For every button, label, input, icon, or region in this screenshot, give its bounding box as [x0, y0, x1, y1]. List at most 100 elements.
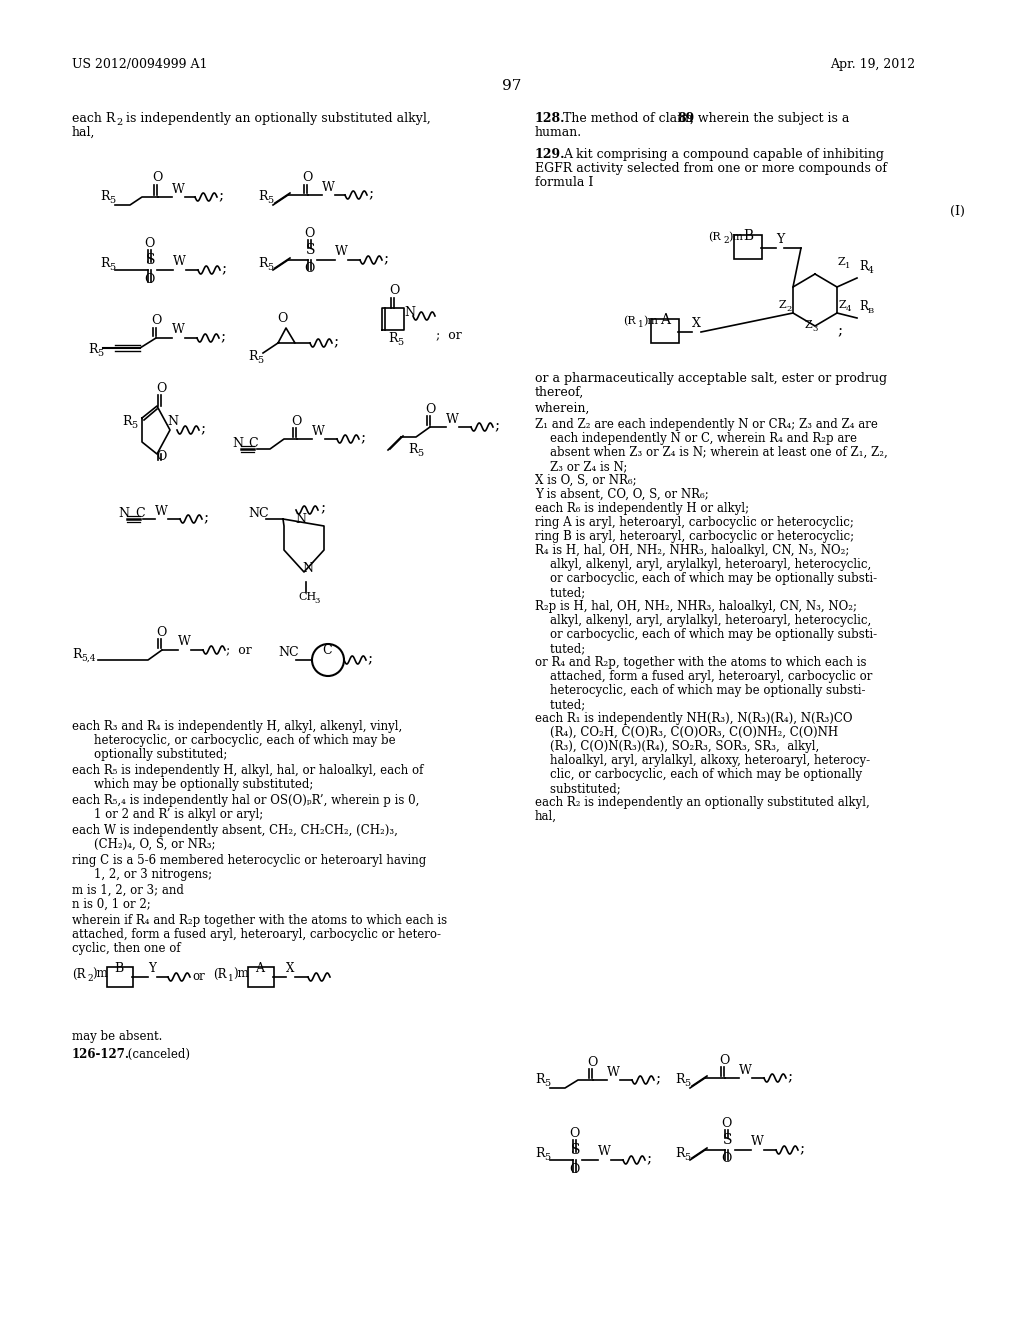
Text: alkyl, alkenyl, aryl, arylalkyl, heteroaryl, heterocyclic,: alkyl, alkenyl, aryl, arylalkyl, heteroa…	[535, 614, 871, 627]
Text: A: A	[660, 313, 670, 327]
Text: Y: Y	[776, 234, 784, 246]
Text: 4: 4	[846, 305, 852, 313]
Text: (R: (R	[213, 968, 226, 981]
Text: A: A	[255, 962, 264, 975]
Text: W: W	[172, 323, 185, 337]
Text: ;: ;	[218, 189, 223, 203]
Text: )m: )m	[643, 315, 658, 326]
Text: 129.: 129.	[535, 148, 565, 161]
Text: 5,4: 5,4	[81, 653, 95, 663]
Text: R: R	[535, 1073, 545, 1086]
Text: W: W	[739, 1064, 752, 1077]
Text: R₄ is H, hal, OH, NH₂, NHR₃, haloalkyl, CN, N₃, NO₂;: R₄ is H, hal, OH, NH₂, NHR₃, haloalkyl, …	[535, 544, 849, 557]
Text: N: N	[404, 306, 415, 319]
Text: tuted;: tuted;	[535, 642, 586, 655]
Text: substituted;: substituted;	[535, 781, 621, 795]
Text: ;: ;	[319, 502, 326, 515]
Text: or carbocyclic, each of which may be optionally substi-: or carbocyclic, each of which may be opt…	[535, 572, 878, 585]
Text: W: W	[322, 181, 335, 194]
Text: haloalkyl, aryl, arylalkyl, alkoxy, heteroaryl, heterocy-: haloalkyl, aryl, arylalkyl, alkoxy, hete…	[535, 754, 870, 767]
Text: each R₅,₄ is independently hal or OS(O)ₚR’, wherein p is 0,: each R₅,₄ is independently hal or OS(O)ₚ…	[72, 795, 420, 807]
Text: C: C	[135, 507, 144, 520]
Text: wherein,: wherein,	[535, 403, 591, 414]
Text: O: O	[719, 1053, 729, 1067]
Text: N: N	[118, 507, 129, 520]
Text: )m: )m	[233, 968, 249, 981]
Text: or: or	[193, 970, 205, 983]
Text: hal,: hal,	[72, 125, 95, 139]
Text: R: R	[388, 333, 397, 345]
Text: may be absent.: may be absent.	[72, 1030, 163, 1043]
Text: ;: ;	[655, 1072, 660, 1086]
Text: R: R	[122, 414, 131, 428]
Text: 2: 2	[87, 974, 92, 983]
Text: R: R	[675, 1073, 684, 1086]
Text: EGFR activity selected from one or more compounds of: EGFR activity selected from one or more …	[535, 162, 887, 176]
Text: R: R	[408, 444, 418, 455]
Text: W: W	[178, 635, 190, 648]
Text: ;: ;	[494, 418, 499, 433]
Text: ;  or: ; or	[436, 327, 462, 341]
Text: )m: )m	[728, 232, 743, 242]
Text: Z: Z	[779, 300, 786, 310]
Text: each R₁ is independently NH(R₃), N(R₃)(R₄), N(R₃)CO: each R₁ is independently NH(R₃), N(R₃)(R…	[535, 711, 853, 725]
Text: O: O	[721, 1117, 731, 1130]
Text: attached, form a fused aryl, heteroaryl, carbocyclic or: attached, form a fused aryl, heteroaryl,…	[535, 671, 872, 682]
Text: ;: ;	[368, 187, 373, 201]
Text: 126-127.: 126-127.	[72, 1048, 130, 1061]
Text: ring A is aryl, heteroaryl, carbocyclic or heterocyclic;: ring A is aryl, heteroaryl, carbocyclic …	[535, 516, 854, 529]
Text: Z: Z	[838, 257, 846, 267]
Text: O: O	[144, 273, 155, 286]
Text: W: W	[173, 255, 186, 268]
Text: X is O, S, or NR₆;: X is O, S, or NR₆;	[535, 474, 637, 487]
Text: R: R	[100, 257, 110, 271]
Text: , wherein the subject is a: , wherein the subject is a	[690, 112, 849, 125]
Text: N: N	[167, 414, 178, 428]
Text: ;: ;	[799, 1142, 804, 1156]
Text: 2: 2	[723, 236, 729, 246]
Text: R: R	[675, 1147, 684, 1160]
Text: ;: ;	[787, 1071, 793, 1084]
Text: O: O	[425, 403, 435, 416]
Text: (R: (R	[623, 315, 636, 326]
Text: optionally substituted;: optionally substituted;	[94, 748, 227, 762]
Text: 3: 3	[812, 325, 817, 333]
Text: n is 0, 1 or 2;: n is 0, 1 or 2;	[72, 898, 151, 911]
Text: each R₃ and R₄ is independently H, alkyl, alkenyl, vinyl,: each R₃ and R₄ is independently H, alkyl…	[72, 719, 402, 733]
Text: O: O	[302, 172, 312, 183]
Text: 2: 2	[116, 117, 122, 127]
Text: ;: ;	[646, 1152, 651, 1166]
Text: ;: ;	[333, 335, 338, 348]
Text: ring B is aryl, heteroaryl, carbocyclic or heterocyclic;: ring B is aryl, heteroaryl, carbocyclic …	[535, 531, 854, 543]
Text: US 2012/0094999 A1: US 2012/0094999 A1	[72, 58, 208, 71]
Text: 1: 1	[228, 974, 233, 983]
Text: 5: 5	[544, 1078, 550, 1088]
Text: each R: each R	[72, 112, 116, 125]
Text: R: R	[248, 350, 257, 363]
Text: NC: NC	[248, 507, 268, 520]
Text: (I): (I)	[950, 205, 965, 218]
Text: O: O	[304, 261, 314, 275]
Text: S: S	[306, 243, 315, 257]
Text: ;: ;	[203, 511, 208, 525]
Text: ;: ;	[360, 432, 366, 445]
Text: Z: Z	[805, 319, 813, 330]
Text: or a pharmaceutically acceptable salt, ester or prodrug: or a pharmaceutically acceptable salt, e…	[535, 372, 887, 385]
Text: heterocyclic, each of which may be optionally substi-: heterocyclic, each of which may be optio…	[535, 684, 865, 697]
Text: (R: (R	[72, 968, 85, 981]
Text: R: R	[72, 648, 82, 661]
Text: W: W	[335, 246, 348, 257]
Text: Apr. 19, 2012: Apr. 19, 2012	[830, 58, 915, 71]
Text: (R₃), C(O)N(R₃)(R₄), SO₂R₃, SOR₃, SR₃,  alkyl,: (R₃), C(O)N(R₃)(R₄), SO₂R₃, SOR₃, SR₃, a…	[535, 741, 819, 752]
Text: R: R	[88, 343, 97, 356]
Text: R: R	[100, 190, 110, 203]
Text: 5: 5	[97, 348, 103, 358]
Text: O: O	[152, 172, 163, 183]
Text: thereof,: thereof,	[535, 385, 585, 399]
Text: R: R	[258, 190, 267, 203]
Text: ;: ;	[837, 323, 842, 338]
Text: m is 1, 2, or 3; and: m is 1, 2, or 3; and	[72, 884, 184, 898]
Text: O: O	[276, 312, 287, 325]
Text: W: W	[751, 1135, 764, 1148]
Text: S: S	[146, 253, 156, 267]
